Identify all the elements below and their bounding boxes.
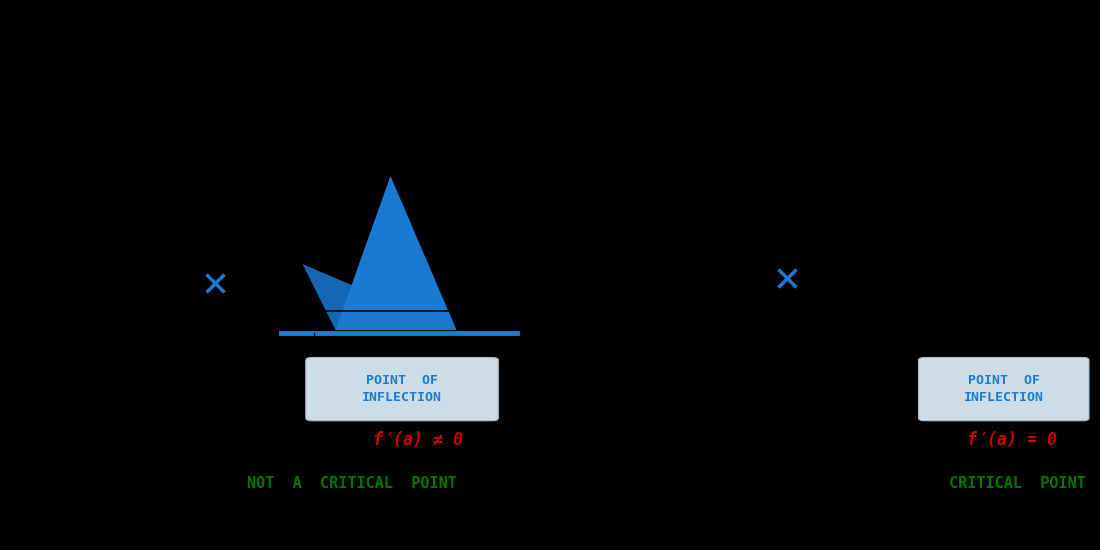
FancyBboxPatch shape: [306, 358, 498, 421]
Text: POINT  OF
INFLECTION: POINT OF INFLECTION: [362, 374, 442, 404]
Text: POINT  OF
INFLECTION: POINT OF INFLECTION: [964, 374, 1044, 404]
Text: f′(a) ≠ 0: f′(a) ≠ 0: [373, 431, 463, 449]
FancyBboxPatch shape: [918, 358, 1089, 421]
Text: CRITICAL  POINT: CRITICAL POINT: [949, 476, 1086, 492]
Polygon shape: [336, 176, 456, 330]
Polygon shape: [302, 264, 456, 330]
Text: NOT  A  CRITICAL  POINT: NOT A CRITICAL POINT: [248, 476, 456, 492]
Text: f′(a) = 0: f′(a) = 0: [967, 431, 1057, 449]
